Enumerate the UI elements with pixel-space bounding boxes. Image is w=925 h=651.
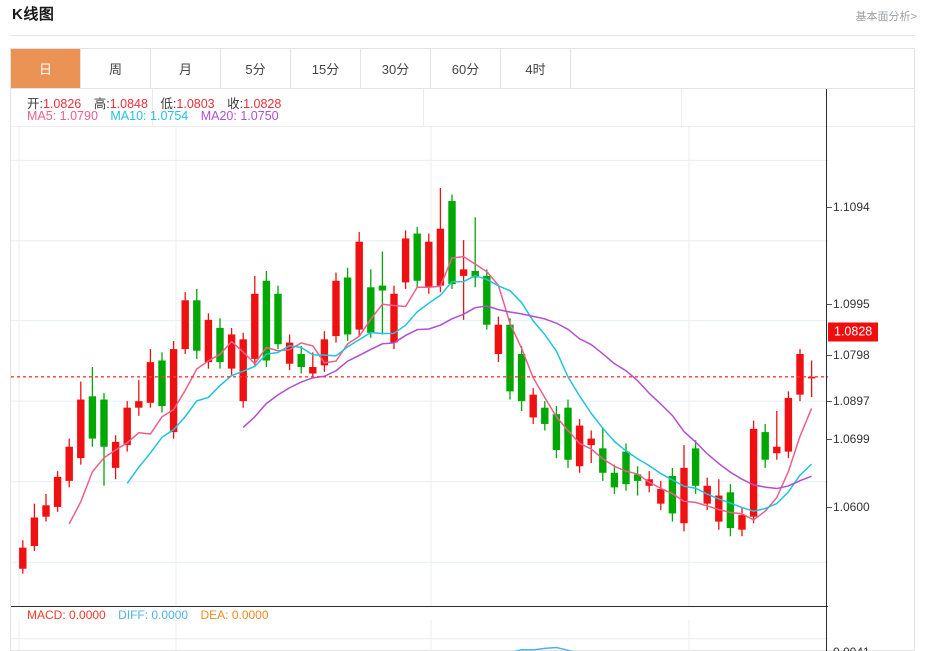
price-tick-2: 1.0897: [827, 394, 870, 408]
price-tick-4: 1.0699: [827, 432, 870, 446]
ma20-value: 1.0750: [240, 109, 279, 123]
legend-divider-2: [423, 89, 424, 127]
ma5-label: MA5:: [27, 109, 57, 123]
page-title: K线图: [12, 6, 55, 23]
ma10-label: MA10:: [110, 109, 147, 123]
macd-value: 0.0000: [69, 608, 106, 622]
legend-divider-1: [152, 89, 153, 127]
open-value: 1.0826: [42, 97, 82, 111]
macd-tick-0: 0.0041: [833, 645, 870, 651]
high-label: 高:: [93, 97, 110, 111]
diff-label: DIFF:: [118, 608, 149, 622]
timeframe-tabbar: 日 周 月 5分 15分 30分 60分 4时: [10, 48, 915, 89]
macd-axis: 0.0041 -0.0054: [826, 606, 914, 651]
close-value: 1.0828: [243, 97, 282, 111]
candlestick-plot[interactable]: [11, 127, 828, 607]
tab-30min[interactable]: 30分: [361, 49, 431, 88]
tab-4hour[interactable]: 4时: [501, 49, 571, 88]
header-divider: [10, 35, 915, 36]
tab-5min[interactable]: 5分: [221, 49, 291, 88]
ma-legend: MA5: 1.0790 MA10: 1.0754 MA20: 1.0750: [27, 109, 279, 123]
macd-label: MACD:: [27, 608, 66, 622]
tabbar-filler: [571, 49, 914, 88]
ma20-label: MA20:: [200, 109, 237, 123]
macd-legend: MACD: 0.0000 DIFF: 0.0000 DEA: 0.0000: [11, 607, 828, 623]
fundamental-analysis-link[interactable]: 基本面分析>: [855, 11, 917, 23]
chart-container: 开:1.0826 高:1.0848 低:1.0803 收:1.0828 MA5:…: [10, 89, 916, 651]
tab-day[interactable]: 日: [11, 49, 81, 88]
price-tick-0: 1.1094: [827, 200, 870, 214]
close-label: 收:: [227, 97, 244, 111]
low-value: 1.0803: [176, 97, 215, 111]
dea-label: DEA:: [200, 608, 229, 622]
high-value: 1.0848: [109, 97, 148, 111]
price-tick-5: 1.0600: [827, 500, 870, 514]
legend-divider-3: [681, 89, 682, 127]
ohlc-legend: 开:1.0826 高:1.0848 低:1.0803 收:1.0828: [27, 93, 281, 112]
price-tick-3: 1.0798: [827, 348, 870, 362]
price-tick-1: 1.0995: [827, 297, 870, 311]
tab-15min[interactable]: 15分: [291, 49, 361, 88]
ma10-value: 1.0754: [150, 109, 189, 123]
dea-value: 0.0000: [231, 608, 269, 622]
tab-60min[interactable]: 60分: [431, 49, 501, 88]
macd-legend-text: MACD: 0.0000 DIFF: 0.0000 DEA: 0.0000: [27, 608, 269, 622]
page-header: K线图 基本面分析>: [0, 0, 925, 36]
ma5-value: 1.0790: [59, 109, 98, 123]
diff-value: 0.0000: [151, 608, 189, 622]
tab-month[interactable]: 月: [151, 49, 221, 88]
price-axis: 1.1094 1.0995 1.0897 1.0828 1.0798 1.069…: [826, 89, 914, 651]
chart-legend: 开:1.0826 高:1.0848 低:1.0803 收:1.0828 MA5:…: [11, 89, 916, 127]
open-label: 开:: [27, 97, 43, 111]
low-label: 低:: [160, 97, 177, 111]
macd-plot[interactable]: [11, 620, 828, 651]
current-price-badge: 1.0828: [828, 322, 879, 342]
tab-week[interactable]: 周: [81, 49, 151, 88]
panel-divider: [11, 606, 828, 607]
